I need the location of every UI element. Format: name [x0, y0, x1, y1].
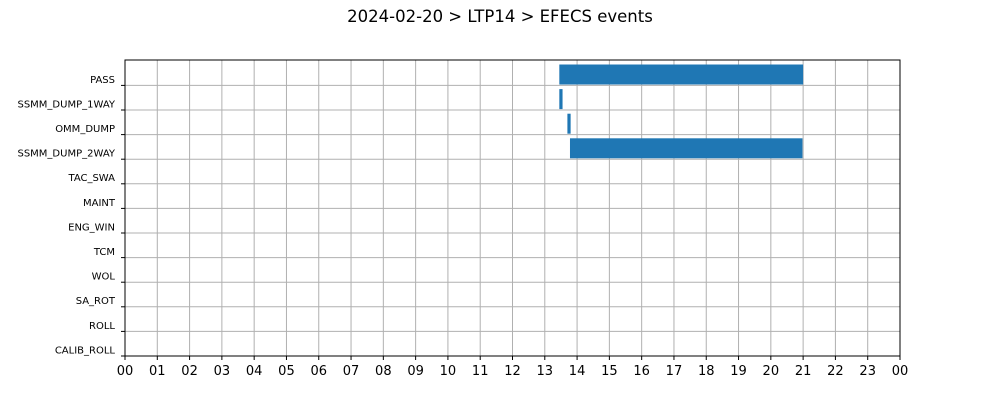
- y-tick-label: CALIB_ROLL: [55, 345, 116, 356]
- x-tick-label: 13: [537, 364, 554, 379]
- x-tick-label: 20: [763, 364, 780, 379]
- x-tick-label: 11: [472, 364, 489, 379]
- x-tick-label: 10: [440, 364, 457, 379]
- y-tick-label: SA_ROT: [76, 296, 116, 307]
- event-bars: [559, 64, 804, 159]
- chart-title: 2024-02-20 > LTP14 > EFECS events: [347, 7, 653, 26]
- x-axis-ticks: 00 01 02 03 04 05 06 07 08 09 10 11 12 13 14 15 16 17 18 19…: [117, 356, 909, 379]
- y-axis-ticks: PASS SSMM_DUMP_1WAY OMM_DUMP SSMM_DUMP_2WAY…: [17, 75, 125, 357]
- event-bar: [559, 89, 563, 110]
- x-tick-label: 03: [214, 364, 231, 379]
- x-tick-label: 22: [827, 364, 844, 379]
- y-tick-label: OMM_DUMP: [55, 124, 115, 135]
- x-tick-label: 15: [601, 364, 618, 379]
- event-bar: [567, 113, 571, 134]
- x-tick-label: 17: [666, 364, 683, 379]
- y-tick-label: PASS: [90, 75, 115, 86]
- x-tick-label: 01: [149, 364, 166, 379]
- event-bar: [559, 64, 804, 85]
- x-tick-label: 16: [633, 364, 650, 379]
- x-tick-label: 06: [310, 364, 327, 379]
- y-tick-label: TAC_SWA: [67, 173, 115, 184]
- x-tick-label: 05: [278, 364, 295, 379]
- x-tick-label: 18: [698, 364, 715, 379]
- y-tick-label: MAINT: [83, 198, 116, 209]
- x-tick-label: 04: [246, 364, 263, 379]
- x-tick-label: 12: [504, 364, 521, 379]
- x-tick-label: 07: [343, 364, 360, 379]
- grid-lines: [124, 60, 901, 356]
- x-tick-label: 02: [181, 364, 198, 379]
- y-tick-label: WOL: [92, 272, 116, 283]
- x-tick-label: 19: [730, 364, 747, 379]
- x-tick-label: 14: [569, 364, 586, 379]
- x-tick-label: 09: [407, 364, 424, 379]
- x-tick-label: 00: [892, 364, 909, 379]
- y-tick-label: ENG_WIN: [68, 222, 115, 233]
- x-tick-label: 08: [375, 364, 392, 379]
- y-tick-label: SSMM_DUMP_1WAY: [17, 99, 115, 110]
- x-tick-label: 23: [859, 364, 876, 379]
- x-tick-label: 00: [117, 364, 134, 379]
- x-tick-label: 21: [795, 364, 812, 379]
- event-bar: [569, 138, 803, 159]
- y-tick-label: ROLL: [89, 321, 115, 332]
- y-tick-label: SSMM_DUMP_2WAY: [17, 149, 115, 160]
- y-tick-label: TCM: [93, 247, 115, 258]
